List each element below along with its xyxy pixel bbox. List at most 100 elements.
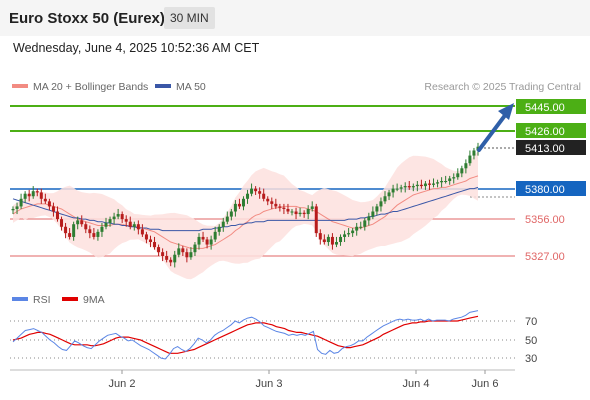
candle (55, 206, 59, 222)
candle-body (411, 186, 415, 188)
last-price-label: 5413.00 (525, 143, 565, 155)
candle (383, 191, 387, 204)
candle-body (306, 208, 310, 215)
candle-body (181, 248, 185, 253)
candle-body (427, 183, 431, 185)
projection-arrow-head (498, 103, 514, 120)
candle-body (60, 219, 64, 227)
candle-body (359, 226, 363, 228)
rsi-series (12, 310, 479, 360)
candle (120, 211, 124, 223)
candle-body (55, 211, 59, 220)
candle (407, 181, 411, 190)
candle-body (258, 191, 262, 194)
candle-body (472, 150, 476, 156)
r1-label: 5426.00 (525, 126, 565, 138)
candle-body (379, 201, 383, 207)
candle-body (318, 233, 322, 240)
candle (448, 175, 452, 185)
candle (84, 221, 88, 234)
candle-body (88, 229, 92, 234)
x-label-jun3: Jun 3 (256, 378, 283, 390)
candle-body (64, 226, 68, 234)
header-bar: Euro Stoxx 50 (Eurex) 30 MIN (0, 0, 590, 36)
candle (116, 208, 120, 220)
candle-body (310, 206, 314, 209)
candle-body (330, 236, 334, 245)
candle (282, 203, 286, 215)
candle (411, 183, 415, 192)
candle (302, 210, 306, 218)
candle-body (298, 212, 302, 215)
ma50-legend-swatch (155, 84, 171, 88)
candle-body (367, 216, 371, 221)
candle (379, 197, 383, 212)
candle-body (383, 196, 387, 202)
candle-body (217, 226, 221, 232)
candle-body (100, 226, 104, 232)
candle (290, 208, 294, 216)
candle-body (197, 236, 201, 245)
candle (262, 188, 266, 202)
candle (92, 228, 96, 240)
candle-body (456, 173, 460, 178)
candle-body (39, 192, 43, 199)
candle-body (177, 248, 181, 255)
candle-body (246, 193, 250, 199)
candle (104, 217, 108, 230)
candle-body (27, 193, 31, 197)
rsi-legend-swatch (12, 297, 28, 301)
candle-body (326, 236, 330, 243)
candle (339, 234, 343, 246)
candle-body (395, 188, 399, 190)
candle (124, 215, 128, 227)
candle (334, 236, 338, 248)
candle (347, 228, 351, 237)
candle (246, 189, 250, 204)
candlestick-series (11, 142, 480, 268)
candle-body (51, 206, 55, 212)
candle (140, 224, 144, 237)
candle (371, 206, 375, 220)
candle-body (464, 163, 468, 169)
candle (456, 168, 460, 180)
candle-body (108, 219, 112, 223)
timeframe-badge[interactable]: 30 MIN (164, 7, 215, 29)
candle (322, 234, 326, 245)
candle (205, 236, 209, 249)
candle (436, 179, 440, 188)
candle (165, 250, 169, 263)
candle (100, 222, 104, 237)
candle (72, 221, 76, 241)
candle (452, 173, 456, 184)
candle-body (278, 206, 282, 208)
candle-body (423, 183, 427, 187)
candle (169, 257, 173, 267)
rsi-tick-50: 50 (525, 335, 537, 347)
candle (229, 208, 233, 221)
candle-body (76, 220, 80, 225)
candle (343, 230, 347, 243)
candle-body (112, 216, 116, 220)
candle-body (173, 254, 177, 263)
candle-body (407, 186, 411, 188)
candle-body (35, 191, 39, 193)
candle-body (432, 183, 436, 185)
candle-body (92, 233, 96, 237)
s1-label: 5356.00 (525, 214, 565, 226)
candle (395, 183, 399, 192)
candle (189, 247, 193, 260)
s2-label: 5327.00 (525, 251, 565, 263)
candle-body (157, 247, 161, 253)
candle-body (339, 236, 343, 243)
candle-body (72, 224, 76, 237)
candle (351, 228, 355, 237)
candle (144, 231, 148, 244)
candle (468, 150, 472, 166)
candle (266, 196, 270, 206)
candle (363, 217, 367, 231)
candle-body (355, 226, 359, 231)
candle-body (282, 207, 286, 209)
candle-body (229, 211, 233, 217)
candle-body (124, 219, 128, 222)
